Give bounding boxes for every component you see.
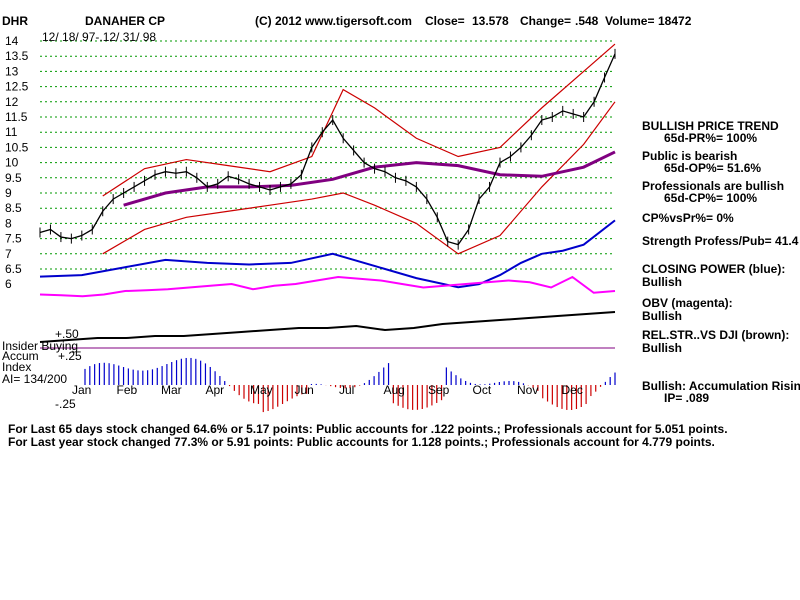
y-tick-label: 12 [5,95,19,109]
y-tick-label: 10 [5,156,19,170]
y-tick-label: 7 [5,247,12,261]
change-label: Change= [520,14,572,28]
month-label: Feb [117,383,138,397]
ai-value: AI= 134/200 [2,372,68,386]
month-label: Jan [72,383,91,397]
y-tick-label: 14 [5,34,19,48]
y-tick-label: 12.5 [5,80,29,94]
insider-buying-label: Insider Buying [2,339,79,353]
price-line [39,53,616,246]
month-label: Apr [206,383,225,397]
ip-value: IP= .089 [664,391,710,405]
close-label: Close= [425,14,465,28]
month-label: Nov [517,383,538,397]
y-tick-label: 13 [5,64,19,78]
closing-power-line [39,219,616,289]
y-tick-label: 13.5 [5,49,29,63]
month-label: Mar [161,383,182,397]
cpvspr: CP%vsPr%= 0% [642,211,734,225]
index-label: Index [2,360,32,374]
relstr-value: Bullish [642,341,683,355]
month-label: Sep [428,383,450,397]
y-tick-label: 9.5 [5,171,22,185]
x-axis-months: Jan Feb Mar Apr May Jun Jul Aug Sep Oct Nov Dec [72,383,583,397]
accum-plus25: +.25 [58,349,82,363]
y-tick-label: 10.5 [5,140,29,154]
bollinger-bands [102,43,616,255]
accum-plus50: +.50 [55,327,79,341]
change-value: .548 [575,14,599,28]
lower-band-line [102,101,616,255]
month-label: Jun [295,383,314,397]
relstr-line [39,311,616,343]
company-name: DANAHER CP [85,14,166,28]
accum-label: Accum [2,349,39,363]
month-label: Aug [384,383,405,397]
obv-label: OBV (magenta): [642,296,733,310]
strength: Strength Profess/Pub= 41.4 [642,234,799,248]
obv-value: Bullish [642,309,683,323]
closing-power-label: CLOSING POWER (blue): [642,262,786,276]
month-label: May [250,383,273,397]
accumulation-histogram [84,357,616,413]
y-tick-label: 11.5 [5,110,28,124]
ticker: DHR [2,14,28,28]
pr-line: 65d-PR%= 100% [664,131,758,145]
closing-power-value: Bullish [642,275,683,289]
public-title: Public is bearish [642,149,738,163]
y-tick-label: 8.5 [5,201,22,215]
y-tick-label: 6 [5,277,12,291]
closing-power-line [39,219,616,289]
obv-line [39,275,616,298]
month-label: Dec [562,383,583,397]
date-range: 12/ 18/ 97-.12/ 31/ 98 [42,30,157,44]
cp-line: 65d-CP%= 100% [664,191,758,205]
volume-label: Volume= [605,14,655,28]
close-value: 13.578 [472,14,509,28]
volume-value: 18472 [658,14,692,28]
accum-title: Bullish: Accumulation Rising [642,379,800,393]
y-tick-label: 9 [5,186,12,200]
accum-minus25: -.25 [55,397,76,411]
y-tick-label: 8 [5,216,12,230]
pros-title: Professionals are bullish [642,179,785,193]
trend-title: BULLISH PRICE TREND [642,119,779,133]
price-line [39,48,616,250]
grid-lines [40,40,615,270]
upper-band-line [102,43,616,197]
op-line: 65d-OP%= 51.6% [664,161,762,175]
footer-line-2: For Last year stock changed 77.3% or 5.9… [8,435,715,449]
y-tick-label: 7.5 [5,232,22,246]
footer-line-1: For Last 65 days stock changed 64.6% or … [8,422,728,436]
y-tick-label: 6.5 [5,262,22,276]
month-label: Jul [339,383,354,397]
relstr-label: REL.STR..VS DJI (brown): [642,328,790,342]
month-label: Oct [473,383,492,397]
indicator-lines [39,275,616,349]
y-tick-label: 11 [5,125,18,139]
copyright: (C) 2012 www.tigersoft.com [255,14,412,28]
